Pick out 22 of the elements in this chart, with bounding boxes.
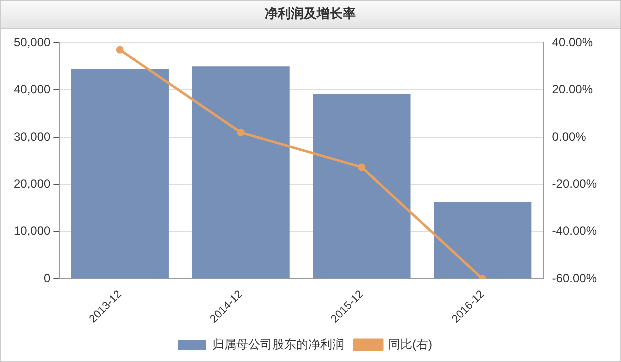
y-tick-label: 20,000	[14, 176, 52, 191]
point	[237, 128, 245, 136]
y2-tick-label: -20.00%	[552, 176, 598, 191]
y-tick-label: 0	[44, 271, 52, 286]
legend-label: 同比(右)	[388, 337, 433, 352]
y-tick-label: 50,000	[14, 35, 52, 50]
y2-tick-label: 20.00%	[552, 82, 594, 97]
y2-tick-label: -60.00%	[552, 271, 598, 286]
point	[358, 164, 366, 172]
bar	[313, 94, 411, 279]
legend-label: 归属母公司股东的净利润	[212, 337, 345, 352]
y2-tick-label: -40.00%	[552, 224, 598, 238]
y2-tick-label: 0.00%	[552, 130, 587, 144]
bar	[71, 68, 169, 279]
y-tick-label: 10,000	[14, 224, 52, 238]
bar	[192, 66, 290, 279]
y-tick-label: 30,000	[14, 130, 52, 144]
bar	[434, 202, 532, 279]
point	[116, 46, 124, 54]
y-tick-label: 40,000	[14, 82, 52, 97]
chart-title: 净利润及增长率	[1, 1, 620, 29]
y2-tick-label: 40.00%	[552, 35, 594, 50]
